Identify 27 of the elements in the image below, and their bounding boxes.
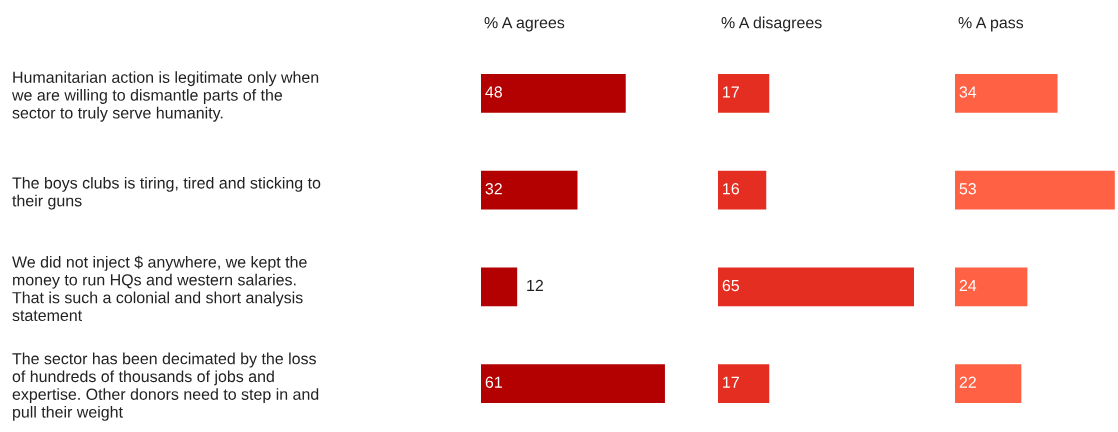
data-label: 16 bbox=[723, 183, 739, 195]
data-label: 22 bbox=[959, 376, 976, 388]
chart-title: % A agrees bbox=[484, 17, 565, 32]
bar bbox=[481, 170, 578, 210]
bar bbox=[955, 364, 1022, 403]
bar bbox=[481, 267, 518, 307]
data-label: 17 bbox=[723, 86, 739, 98]
data-label: 61 bbox=[485, 376, 502, 388]
data-label: 17 bbox=[723, 376, 739, 388]
bar bbox=[955, 74, 1058, 113]
data-label: 12 bbox=[527, 279, 543, 292]
chart-title: % A disagrees bbox=[721, 16, 822, 32]
bar bbox=[481, 364, 665, 403]
data-label: 48 bbox=[485, 86, 502, 98]
chart-title: % A pass bbox=[958, 17, 1024, 32]
data-label: 34 bbox=[959, 86, 977, 98]
data-label: 24 bbox=[959, 279, 977, 292]
data-label: 53 bbox=[959, 183, 976, 195]
bar bbox=[955, 170, 1115, 210]
y-tick-label: We did not inject $ anywhere, we kept the money to run HQs and western salaries. That is such a colonial and short analysis statement bbox=[12, 255, 307, 322]
data-label: 65 bbox=[722, 279, 740, 292]
bar bbox=[955, 267, 1028, 307]
data-label: 32 bbox=[485, 183, 502, 195]
y-tick-label: Humanitarian action is legitimate only when we are willing to dismantle parts of the sector to truly serve humanity. bbox=[11, 71, 319, 122]
bar bbox=[481, 74, 626, 113]
y-tick-label: The boys clubs is tiring, tired and sticking to their guns bbox=[12, 176, 321, 210]
y-tick-label: The sector has been decimated by the loss of hundreds of thousands of jobs and expertise. Other donors need to step in and pull their weight bbox=[12, 352, 319, 421]
